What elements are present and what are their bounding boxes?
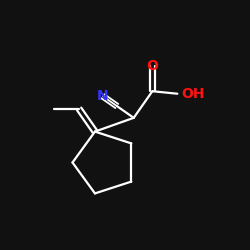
Text: O: O <box>146 59 158 73</box>
Text: OH: OH <box>181 87 204 101</box>
Text: N: N <box>97 89 109 103</box>
